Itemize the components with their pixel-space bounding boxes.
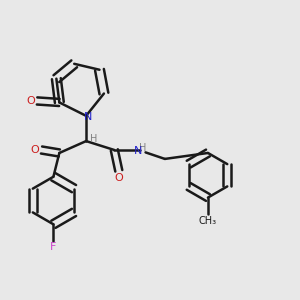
Text: N: N — [83, 112, 92, 122]
Text: O: O — [26, 96, 35, 106]
Text: H: H — [139, 142, 146, 153]
Text: CH₃: CH₃ — [199, 216, 217, 226]
Text: O: O — [31, 145, 39, 155]
Text: N: N — [134, 146, 142, 157]
Text: O: O — [114, 173, 123, 183]
Text: F: F — [50, 242, 57, 252]
Text: H: H — [90, 134, 97, 144]
